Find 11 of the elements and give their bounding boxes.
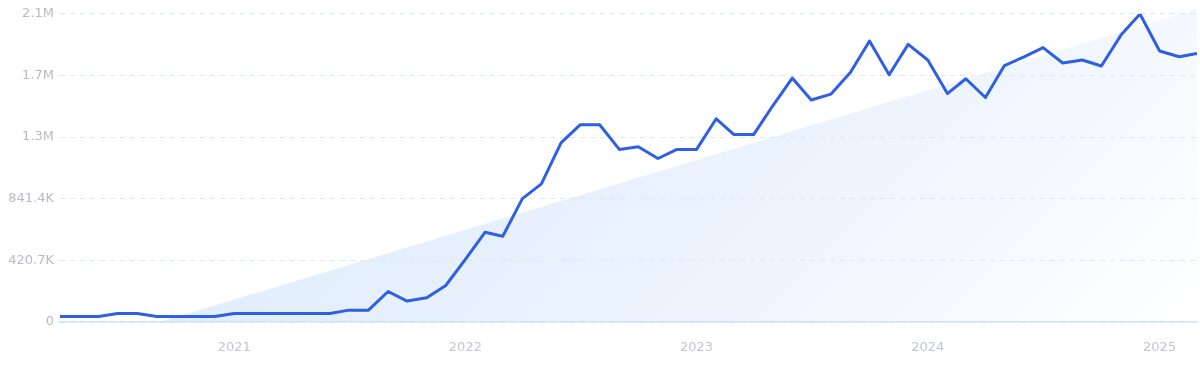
- y-tick-label: 420.7K: [8, 251, 55, 267]
- x-tick-label: 2024: [911, 339, 945, 355]
- y-tick-label: 0: [45, 313, 54, 329]
- x-tick-label: 2021: [217, 339, 251, 355]
- y-tick-label: 2.1M: [22, 5, 54, 21]
- x-tick-label: 2025: [1143, 339, 1177, 355]
- x-tick-label: 2022: [448, 339, 482, 355]
- x-tick-label: 2023: [680, 339, 714, 355]
- y-tick-label: 841.4K: [8, 190, 55, 206]
- y-tick-label: 1.7M: [22, 66, 54, 82]
- y-tick-label: 1.3M: [22, 128, 54, 144]
